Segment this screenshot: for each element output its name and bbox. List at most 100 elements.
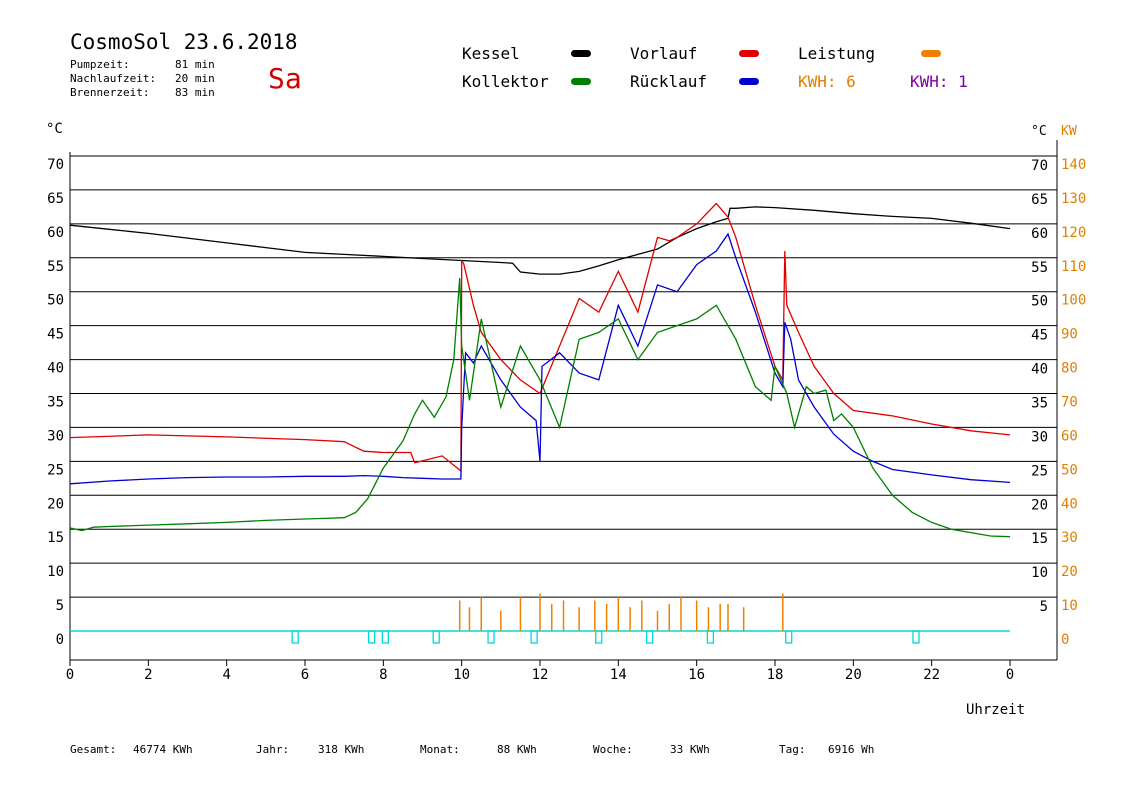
pump-pulse-marker: [381, 630, 389, 644]
x-tick-label: 12: [532, 667, 549, 683]
y-tick-right-power: 100: [1061, 293, 1086, 309]
series-line-kollektor: [69, 278, 1011, 538]
pump-pulse-marker: [530, 630, 538, 644]
y-tick-right-temp: 65: [1031, 192, 1048, 208]
left-axis-unit: °C: [46, 121, 63, 137]
weekday-label: Sa: [268, 62, 302, 95]
y-tick-left: 55: [47, 259, 64, 275]
y-tick-right-power: 80: [1061, 361, 1078, 377]
y-tick-right-power: 10: [1061, 598, 1078, 614]
footer-jahr-label: Jahr:: [256, 743, 290, 756]
y-tick-right-power: 140: [1061, 157, 1086, 173]
chart-title: CosmoSol 23.6.2018: [70, 30, 298, 54]
x-tick-label: 18: [767, 667, 784, 683]
y-tick-right-temp: 40: [1031, 362, 1048, 378]
legend-kollektor-swatch: [571, 78, 591, 85]
footer-gesamt-label: Gesamt:: [70, 743, 117, 756]
pump-pulse-marker: [912, 630, 920, 644]
y-tick-right-power: 90: [1061, 327, 1078, 343]
x-tick-label: 2: [144, 667, 152, 683]
y-tick-right-temp: 60: [1031, 226, 1048, 242]
y-tick-right-temp: 25: [1031, 463, 1048, 479]
y-tick-right-power: 70: [1061, 395, 1078, 411]
pump-pulse-marker: [646, 630, 654, 644]
legend-ruecklauf-label: Rücklauf: [630, 72, 708, 91]
y-tick-left: 70: [47, 157, 64, 173]
x-tick-label: 20: [845, 667, 862, 683]
x-tick-label: 22: [923, 667, 940, 683]
y-tick-right-power: 110: [1061, 259, 1086, 275]
x-tick-label: 0: [66, 667, 74, 683]
right-axis-unit-power: KW: [1061, 124, 1077, 139]
chart-series: [69, 202, 1011, 631]
legend-vorlauf-label: Vorlauf: [630, 44, 698, 63]
legend-vorlauf-swatch: [739, 50, 759, 57]
y-tick-right-temp: 45: [1031, 328, 1048, 344]
y-tick-left: 35: [47, 395, 64, 411]
y-tick-left: 30: [47, 428, 64, 444]
legend-kessel-swatch: [571, 50, 591, 57]
pump-pulse-marker: [487, 630, 495, 644]
legend-leistung-label: Leistung: [798, 44, 876, 63]
y-tick-left: 65: [47, 191, 64, 207]
x-tick-label: 0: [1006, 667, 1014, 683]
pump-pulse-marker: [291, 630, 299, 644]
y-tick-right-temp: 15: [1031, 531, 1048, 547]
footer-gesamt-value: 46774 KWh: [133, 743, 193, 756]
x-tick-label: 8: [379, 667, 387, 683]
y-tick-left: 10: [47, 564, 64, 580]
chart-ticks: 0510152025303540455055606570510152025303…: [47, 157, 1086, 683]
y-tick-left: 15: [47, 530, 64, 546]
legend-kwh-second: KWH: 1: [910, 72, 968, 91]
y-tick-right-power: 50: [1061, 462, 1078, 478]
series-line-vorlauf: [69, 202, 1011, 473]
x-axis-label: Uhrzeit: [966, 702, 1026, 718]
legend-kollektor-label: Kollektor: [462, 72, 549, 91]
pump-pulse-marker: [432, 630, 440, 644]
y-tick-right-temp: 10: [1031, 565, 1048, 581]
footer-tag-label: Tag:: [779, 743, 806, 756]
chart-axes: [69, 140, 1058, 661]
footer-woche-value: 33 KWh: [670, 743, 710, 756]
legend-ruecklauf-swatch: [739, 78, 759, 85]
x-tick-label: 14: [610, 667, 627, 683]
x-tick-label: 10: [453, 667, 470, 683]
legend-leistung-swatch: [921, 50, 941, 57]
y-tick-left: 45: [47, 327, 64, 343]
x-tick-label: 16: [688, 667, 705, 683]
y-tick-left: 25: [47, 462, 64, 478]
y-tick-right-temp: 20: [1031, 497, 1048, 513]
footer-woche-label: Woche:: [593, 743, 633, 756]
pump-pulse-marker: [785, 630, 793, 644]
y-tick-right-power: 20: [1061, 564, 1078, 580]
y-tick-right-power: 40: [1061, 496, 1078, 512]
series-line-kessel: [69, 206, 1011, 275]
y-tick-right-temp: 55: [1031, 260, 1048, 276]
y-tick-right-temp: 50: [1031, 294, 1048, 310]
stat-value-pumpzeit: 81 min: [175, 58, 215, 71]
pump-pulse-marker: [706, 630, 715, 644]
stat-label-brennerzeit: Brennerzeit:: [70, 86, 150, 99]
footer-tag-value: 6916 Wh: [828, 743, 875, 756]
stat-label-pumpzeit: Pumpzeit:: [70, 58, 130, 71]
y-tick-right-temp: 30: [1031, 429, 1048, 445]
y-tick-right-temp: 5: [1040, 599, 1048, 615]
chart-grid: [70, 155, 1057, 598]
y-tick-left: 60: [47, 225, 64, 241]
y-tick-right-power: 130: [1061, 191, 1086, 207]
footer-monat-label: Monat:: [420, 743, 460, 756]
y-tick-left: 0: [56, 632, 64, 648]
pump-pulse-marker: [595, 630, 603, 644]
y-tick-left: 20: [47, 496, 64, 512]
y-tick-right-power: 0: [1061, 632, 1069, 648]
legend-kessel-label: Kessel: [462, 44, 520, 63]
pump-status-track: [70, 630, 1010, 644]
y-tick-left: 5: [56, 598, 64, 614]
y-tick-right-temp: 35: [1031, 396, 1048, 412]
x-tick-label: 4: [222, 667, 230, 683]
y-tick-left: 40: [47, 361, 64, 377]
stat-value-brennerzeit: 83 min: [175, 86, 215, 99]
y-tick-right-temp: 70: [1031, 158, 1048, 174]
y-tick-right-power: 60: [1061, 428, 1078, 444]
